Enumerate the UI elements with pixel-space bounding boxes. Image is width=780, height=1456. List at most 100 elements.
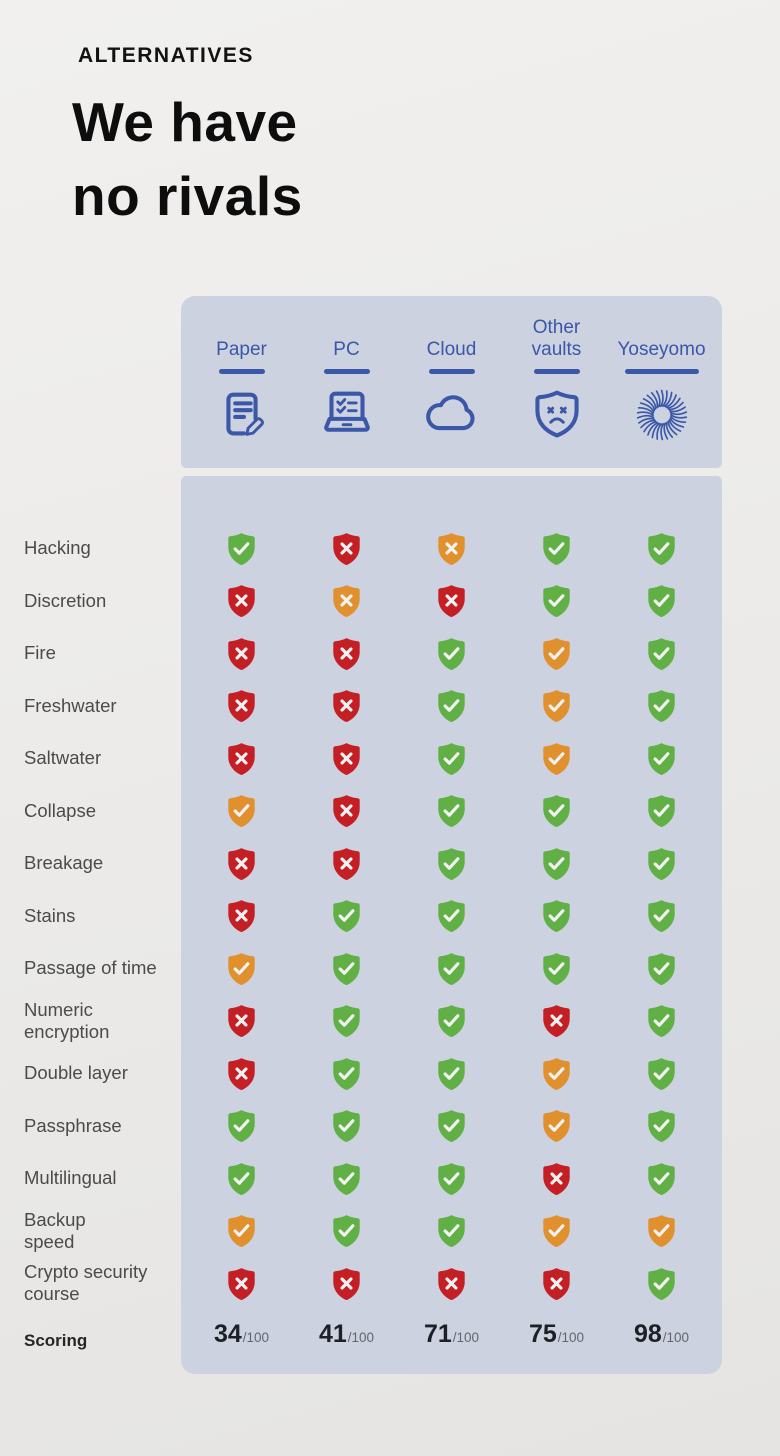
row-label: Hacking <box>24 537 91 559</box>
status-cell <box>189 575 294 628</box>
score-denominator: /100 <box>662 1329 690 1345</box>
row-label: Freshwater <box>24 694 117 716</box>
score-value: 98 <box>633 1319 662 1348</box>
column-cloud: Cloud <box>399 314 504 468</box>
status-cell <box>399 732 504 785</box>
column-label: Paper <box>216 338 267 360</box>
shield-check-icon <box>228 1215 255 1248</box>
table-row <box>189 1205 714 1258</box>
status-cell <box>609 627 714 680</box>
shield-cross-icon <box>228 637 255 670</box>
status-cell <box>609 575 714 628</box>
score-denominator: /100 <box>347 1329 375 1345</box>
shield-cross-icon <box>333 637 360 670</box>
score-cell: 34/100 <box>189 1320 294 1364</box>
row-label: Collapse <box>24 799 96 821</box>
status-cell <box>504 1100 609 1153</box>
shield-check-icon <box>543 1057 570 1090</box>
shield-check-icon <box>543 585 570 618</box>
column-underline <box>428 369 475 374</box>
column-underline <box>323 369 370 374</box>
table-row <box>189 680 714 733</box>
yoseyomo-swirl-logo-icon <box>636 389 687 441</box>
shield-check-icon <box>333 1057 360 1090</box>
status-cell <box>609 522 714 575</box>
shield-check-icon <box>648 690 675 723</box>
shield-check-icon <box>648 1057 675 1090</box>
status-cell <box>399 995 504 1048</box>
status-cell <box>609 837 714 890</box>
status-cell <box>189 627 294 680</box>
status-cell <box>294 837 399 890</box>
status-cell <box>294 627 399 680</box>
status-cell <box>399 1257 504 1310</box>
pc-laptop-icon <box>323 391 370 432</box>
shield-cross-icon <box>438 1267 465 1300</box>
shield-check-icon <box>228 952 255 985</box>
status-cell <box>399 627 504 680</box>
shield-cross-icon <box>333 795 360 828</box>
status-cell <box>399 575 504 628</box>
table-row <box>189 627 714 680</box>
shield-check-icon <box>543 690 570 723</box>
status-cell <box>189 522 294 575</box>
shield-check-icon <box>543 742 570 775</box>
status-cell <box>189 942 294 995</box>
shield-check-icon <box>438 1162 465 1195</box>
title-line-1: We have <box>72 91 298 153</box>
shield-cross-icon <box>228 1005 255 1038</box>
score-cell: 41/100 <box>294 1320 399 1364</box>
shield-check-icon <box>333 1005 360 1038</box>
table-row <box>189 1152 714 1205</box>
row-label: Crypto security course <box>24 1261 148 1305</box>
score-denominator: /100 <box>452 1329 480 1345</box>
status-cell <box>189 890 294 943</box>
status-cell <box>294 522 399 575</box>
shield-cross-icon <box>333 1267 360 1300</box>
shield-check-icon <box>438 795 465 828</box>
status-cell <box>609 1257 714 1310</box>
status-cell <box>399 522 504 575</box>
column-label: Other vaults <box>531 317 582 360</box>
shield-check-icon <box>438 1057 465 1090</box>
columns-header-panel: Paper PC Cloud Other va <box>181 296 722 468</box>
column-label: Cloud <box>426 338 477 360</box>
status-cell <box>504 627 609 680</box>
status-cell <box>504 942 609 995</box>
status-cell <box>294 1257 399 1310</box>
shield-check-icon <box>648 585 675 618</box>
shield-cross-icon <box>438 532 465 565</box>
shield-cross-icon <box>543 1162 570 1195</box>
table-row <box>189 522 714 575</box>
status-cell <box>399 1100 504 1153</box>
status-cell <box>294 890 399 943</box>
shield-cross-icon <box>228 1267 255 1300</box>
row-label: Numeric encryption <box>24 998 110 1042</box>
shield-check-icon <box>543 847 570 880</box>
status-cell <box>189 732 294 785</box>
row-label: Fire <box>24 642 56 664</box>
status-cell <box>294 1152 399 1205</box>
status-cell <box>399 1205 504 1258</box>
column-paper: Paper <box>189 314 294 468</box>
shield-cross-icon <box>228 847 255 880</box>
shield-check-icon <box>543 1215 570 1248</box>
status-cell <box>294 995 399 1048</box>
row-label: Backup speed <box>24 1208 86 1252</box>
status-cell <box>504 575 609 628</box>
shield-cross-icon <box>333 585 360 618</box>
shield-check-icon <box>333 1162 360 1195</box>
shield-check-icon <box>648 900 675 933</box>
column-label: Yoseyomo <box>617 338 706 360</box>
status-cell <box>399 1152 504 1205</box>
row-label: Breakage <box>24 852 104 874</box>
status-cell <box>189 995 294 1048</box>
table-row <box>189 890 714 943</box>
shield-cross-icon <box>228 900 255 933</box>
shield-check-icon <box>543 532 570 565</box>
shield-check-icon <box>333 1110 360 1143</box>
status-cell <box>504 995 609 1048</box>
status-cell <box>189 1152 294 1205</box>
row-label: Passage of time <box>24 957 157 979</box>
